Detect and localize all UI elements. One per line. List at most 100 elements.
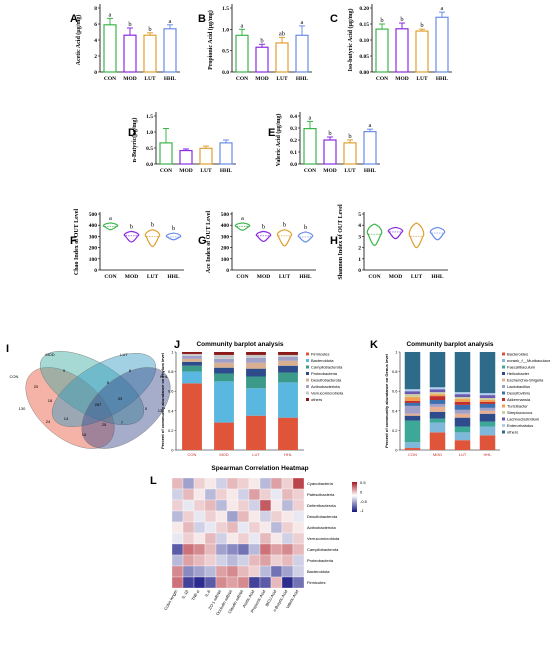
legend-swatch bbox=[502, 359, 505, 362]
violin-MOD bbox=[387, 226, 404, 240]
venn-count: 8 bbox=[129, 368, 132, 373]
heatmap-cell bbox=[215, 488, 228, 501]
y-tick-label: 100 bbox=[221, 257, 230, 263]
x-tick-label: LUT bbox=[279, 274, 291, 280]
venn-count: 20 bbox=[34, 384, 39, 389]
significance-letter: b bbox=[380, 17, 383, 24]
stack-segment-Akkermansia bbox=[479, 401, 496, 404]
y-tick-label: 6 bbox=[94, 22, 97, 28]
panel-A: A 0 2 4 6 8 Acetic Acid (μg/mg) a CON b MOD b LUT a HH… bbox=[70, 4, 180, 82]
stack-segment-Firmicutes bbox=[278, 417, 298, 450]
heatmap-cell bbox=[281, 576, 294, 589]
significance-letter: b bbox=[420, 22, 423, 29]
heatmap-cell bbox=[281, 488, 294, 501]
legend-label: Lachnoclostridium bbox=[507, 417, 540, 422]
legend-label: Proteobacteria bbox=[311, 371, 338, 376]
heatmap-cell bbox=[237, 543, 250, 556]
x-tick-label: HHL bbox=[167, 274, 180, 280]
y-tick-label: 300 bbox=[221, 234, 230, 240]
heatmap-cell bbox=[281, 521, 294, 534]
legend-swatch bbox=[502, 391, 505, 395]
heatmap-cell bbox=[237, 565, 250, 578]
heatmap-cell bbox=[215, 477, 228, 490]
stack-segment-Enterorhabdus bbox=[404, 389, 421, 392]
panel-label: H bbox=[330, 235, 338, 247]
significance-letter: a bbox=[169, 18, 172, 25]
heatmap-cell bbox=[248, 532, 261, 545]
x-tick-label: MOD bbox=[257, 274, 270, 280]
stack-segment-Helicobacter bbox=[429, 411, 446, 419]
heatmap-cell bbox=[193, 543, 206, 556]
heatmap-cell bbox=[204, 488, 217, 501]
y-axis-label: Iso-butyric Acid (μg/mg) bbox=[347, 8, 354, 71]
y-tick-label: 0.8 bbox=[392, 369, 398, 374]
stack-segment-Turicibacter bbox=[479, 400, 496, 402]
legend-swatch bbox=[306, 398, 309, 401]
x-tick-label: CON bbox=[368, 274, 380, 280]
heatmap-cell bbox=[248, 488, 261, 501]
heatmap-row-label: Desulfobacterota bbox=[307, 514, 338, 519]
chart-title: Community barplot analysis bbox=[406, 341, 493, 348]
panel-D: D 0.0 0.5 1.0 1.5 n-Butyric(μg/mg) CON MOD LUT HH… bbox=[128, 112, 236, 174]
significance-letter: a bbox=[109, 215, 112, 222]
significance-letter: b bbox=[262, 223, 265, 230]
stack-segment-Actinobacteriota bbox=[214, 358, 234, 363]
heatmap-cell bbox=[171, 488, 184, 501]
y-tick-label: 0.8 bbox=[168, 369, 174, 374]
y-axis-label: Percent of community abundance on Phylum… bbox=[160, 353, 165, 449]
heatmap-cell bbox=[226, 510, 239, 523]
heatmap-cell bbox=[259, 565, 272, 578]
venn-set-MOD bbox=[39, 351, 145, 425]
legend-swatch bbox=[306, 352, 309, 356]
chart-title: Spearman Correlation Heatmap bbox=[211, 465, 308, 472]
heatmap-cell bbox=[292, 477, 305, 490]
y-tick-label: 0.5 bbox=[222, 49, 229, 55]
heatmap-cell bbox=[292, 521, 305, 534]
x-tick-label: HHL bbox=[483, 452, 492, 457]
stack-segment-Lachnoclostridium bbox=[454, 394, 471, 398]
heatmap-cell bbox=[237, 554, 250, 567]
y-tick-label: 1 bbox=[358, 257, 361, 263]
y-tick-label: 0.4 bbox=[168, 408, 174, 413]
stack-segment-others bbox=[404, 352, 421, 390]
stack-segment-others bbox=[246, 352, 266, 355]
venn-count: 7 bbox=[121, 420, 124, 425]
legend-label: Enterorhabdus bbox=[507, 423, 533, 428]
panel-label: J bbox=[174, 339, 180, 351]
stack-segment-Actinobacteriota bbox=[246, 357, 266, 363]
heatmap-row-label: Cyanobacteria bbox=[307, 481, 334, 486]
heatmap-cell bbox=[270, 510, 283, 523]
heatmap-color-legend bbox=[352, 482, 357, 512]
panel-G: G 0 100 200 300 400 500 Ace Index of OUT Level a… bbox=[198, 211, 316, 280]
violin-LUT bbox=[276, 229, 293, 247]
venn-count: 13 bbox=[158, 408, 163, 413]
x-tick-label: LUT bbox=[459, 452, 467, 457]
heatmap-cell bbox=[204, 499, 217, 512]
x-tick-label: HHL bbox=[431, 274, 444, 280]
stack-segment-Bacteroides bbox=[429, 432, 446, 450]
legend-label: Actinobacteriota bbox=[311, 384, 340, 389]
venn-count: 5 bbox=[145, 406, 148, 411]
stack-segment-norank_f__Muribaculaceae bbox=[454, 432, 471, 441]
y-tick-label: 1.0 bbox=[146, 130, 153, 136]
stack-segment-others bbox=[214, 352, 234, 355]
y-tick-label: 0.10 bbox=[359, 38, 369, 44]
x-tick-label: CON bbox=[104, 274, 116, 280]
heatmap-cell bbox=[259, 510, 272, 523]
heatmap-cell bbox=[237, 576, 250, 589]
significance-letter: b bbox=[400, 16, 403, 23]
panel-label: L bbox=[150, 475, 157, 487]
panel-I: I CON MOD LUT HHL 130 20 9 8 13 6 18 287 24 33 14 5 15 7 25 bbox=[6, 343, 171, 449]
legend-swatch bbox=[502, 372, 505, 375]
panel-J: J Community barplot analysis 0 0.2 0.4 0.6 0.8… bbox=[160, 339, 344, 457]
heatmap-cell bbox=[182, 510, 195, 523]
y-tick-label: 0.5 bbox=[146, 146, 153, 152]
legend-label: Turicibacter bbox=[507, 404, 528, 409]
stack-segment-Lactobacillus bbox=[454, 409, 471, 414]
stack-segment-norank_f__Muribaculaceae bbox=[479, 426, 496, 436]
significance-letter: b bbox=[328, 130, 331, 137]
heatmap-cell bbox=[237, 477, 250, 490]
x-tick-label: HHL bbox=[164, 76, 177, 82]
heatmap-cell bbox=[226, 554, 239, 567]
heatmap-cell bbox=[248, 543, 261, 556]
